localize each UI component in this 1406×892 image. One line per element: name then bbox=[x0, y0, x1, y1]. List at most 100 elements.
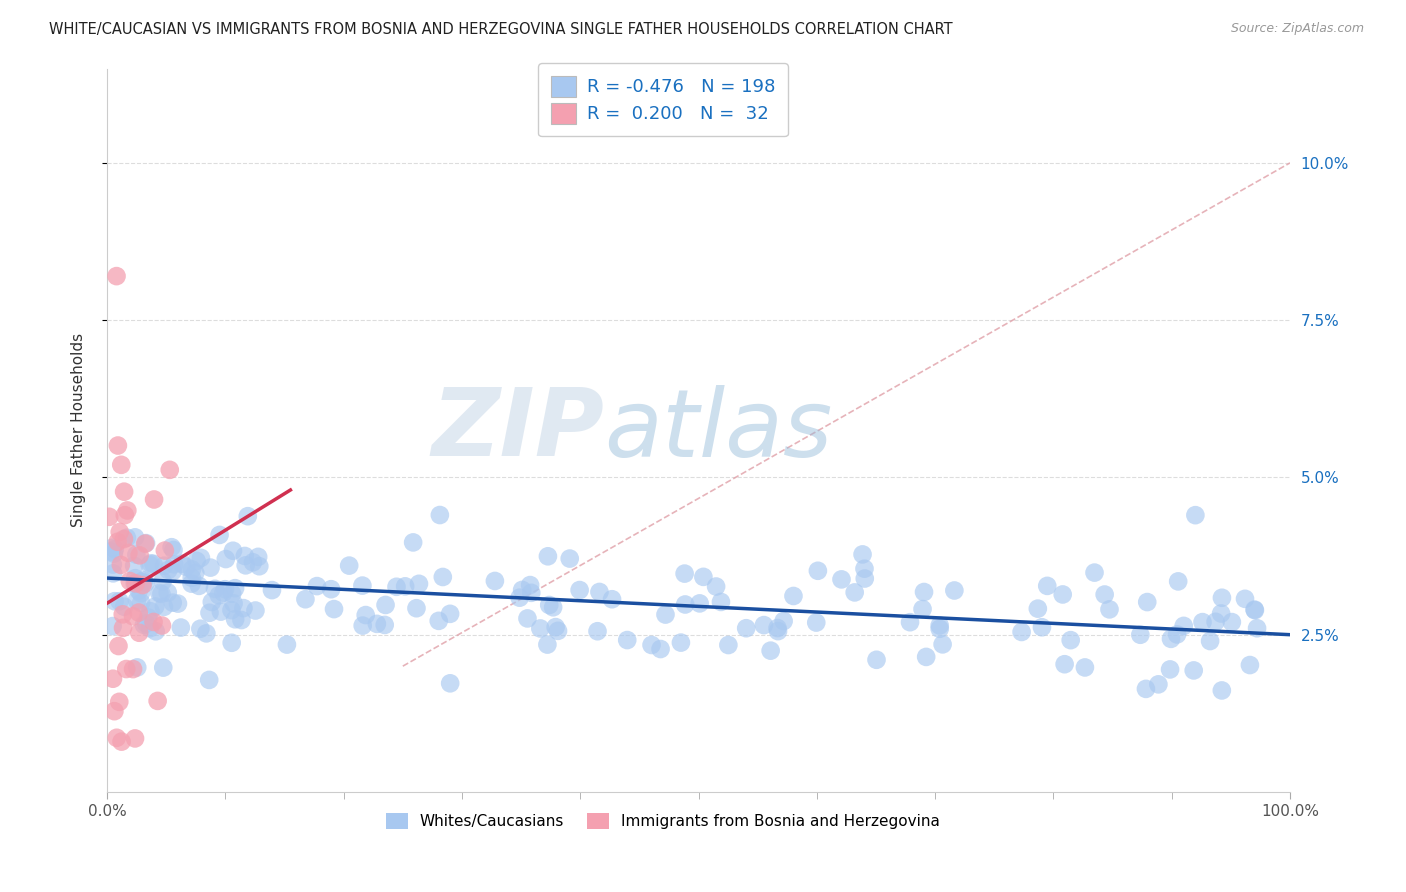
Point bbox=[104, 542, 127, 557]
Point bbox=[181, 562, 204, 576]
Point bbox=[915, 649, 938, 664]
Point bbox=[236, 509, 259, 524]
Point bbox=[125, 593, 148, 607]
Point bbox=[1166, 627, 1188, 641]
Point bbox=[537, 549, 560, 564]
Point bbox=[195, 626, 218, 640]
Point bbox=[911, 602, 934, 616]
Point bbox=[204, 582, 226, 596]
Point bbox=[402, 535, 425, 549]
Point bbox=[111, 607, 134, 622]
Point bbox=[276, 638, 298, 652]
Point bbox=[247, 549, 270, 564]
Point bbox=[640, 638, 662, 652]
Point bbox=[1173, 619, 1195, 633]
Point bbox=[150, 618, 173, 632]
Point bbox=[129, 574, 152, 589]
Point bbox=[132, 574, 155, 589]
Y-axis label: Single Father Households: Single Father Households bbox=[72, 334, 86, 527]
Point bbox=[139, 557, 162, 571]
Point bbox=[145, 624, 167, 639]
Point bbox=[127, 660, 149, 674]
Point bbox=[103, 704, 125, 718]
Point bbox=[101, 566, 124, 581]
Point bbox=[231, 613, 253, 627]
Point bbox=[616, 633, 638, 648]
Point bbox=[117, 546, 139, 560]
Point bbox=[851, 548, 873, 562]
Point bbox=[1205, 615, 1227, 629]
Point bbox=[782, 589, 804, 603]
Point bbox=[118, 574, 141, 588]
Point bbox=[157, 563, 180, 577]
Text: WHITE/CAUCASIAN VS IMMIGRANTS FROM BOSNIA AND HERZEGOVINA SINGLE FATHER HOUSEHOL: WHITE/CAUCASIAN VS IMMIGRANTS FROM BOSNI… bbox=[49, 22, 953, 37]
Point bbox=[232, 601, 254, 615]
Point bbox=[354, 608, 377, 623]
Point bbox=[167, 597, 190, 611]
Point bbox=[233, 549, 256, 563]
Point bbox=[717, 638, 740, 652]
Point bbox=[247, 559, 270, 574]
Point bbox=[352, 579, 374, 593]
Point bbox=[432, 570, 454, 584]
Point bbox=[124, 731, 146, 746]
Point bbox=[112, 532, 135, 546]
Point bbox=[184, 566, 207, 580]
Point bbox=[710, 595, 733, 609]
Point bbox=[156, 585, 179, 599]
Point bbox=[160, 540, 183, 554]
Point bbox=[1239, 658, 1261, 673]
Point bbox=[132, 574, 155, 588]
Point bbox=[110, 558, 132, 572]
Point bbox=[439, 676, 461, 690]
Point bbox=[153, 543, 176, 558]
Point bbox=[105, 731, 128, 745]
Point bbox=[138, 558, 160, 572]
Point bbox=[538, 598, 561, 612]
Point bbox=[107, 534, 129, 549]
Point bbox=[568, 582, 591, 597]
Point bbox=[112, 599, 135, 614]
Point bbox=[1184, 508, 1206, 523]
Point bbox=[139, 604, 162, 618]
Point bbox=[135, 536, 157, 550]
Point bbox=[134, 576, 156, 591]
Point bbox=[108, 594, 131, 608]
Point bbox=[150, 587, 173, 601]
Point bbox=[865, 653, 887, 667]
Point bbox=[541, 600, 564, 615]
Point bbox=[519, 578, 541, 592]
Point bbox=[208, 588, 231, 602]
Point bbox=[162, 596, 184, 610]
Point bbox=[131, 578, 153, 592]
Point bbox=[337, 558, 360, 573]
Point bbox=[536, 638, 558, 652]
Point bbox=[1135, 681, 1157, 696]
Point bbox=[128, 583, 150, 598]
Point bbox=[129, 586, 152, 600]
Point bbox=[117, 503, 139, 517]
Point bbox=[928, 622, 950, 636]
Point bbox=[170, 621, 193, 635]
Point bbox=[124, 576, 146, 591]
Point bbox=[1074, 660, 1097, 674]
Point bbox=[673, 566, 696, 581]
Point bbox=[112, 621, 135, 635]
Point bbox=[98, 509, 121, 524]
Point bbox=[1191, 615, 1213, 629]
Point bbox=[174, 559, 197, 574]
Point bbox=[103, 594, 125, 608]
Point bbox=[108, 524, 131, 539]
Point bbox=[586, 624, 609, 639]
Point bbox=[224, 612, 246, 626]
Point bbox=[766, 624, 789, 639]
Point bbox=[142, 615, 165, 629]
Point bbox=[544, 620, 567, 634]
Text: atlas: atlas bbox=[605, 384, 832, 475]
Point bbox=[108, 695, 131, 709]
Point bbox=[221, 603, 243, 617]
Point bbox=[385, 580, 408, 594]
Point bbox=[107, 639, 129, 653]
Point bbox=[152, 660, 174, 674]
Point bbox=[772, 614, 794, 628]
